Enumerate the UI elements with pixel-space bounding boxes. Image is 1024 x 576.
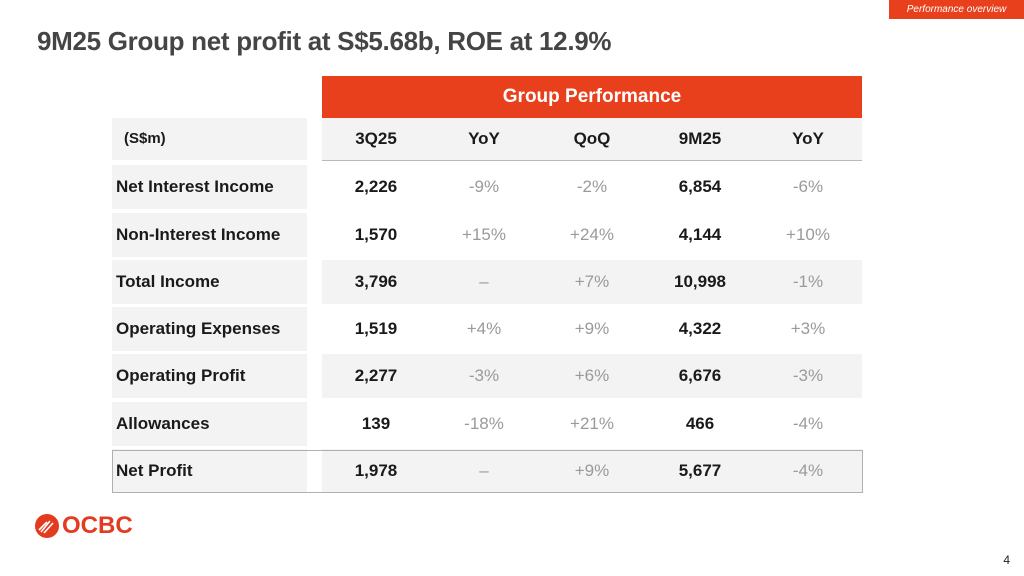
row-label: Net Interest Income — [112, 165, 307, 209]
value-cell: 2,277 — [354, 366, 398, 385]
change-cell: -3% — [792, 366, 824, 385]
value-cell: 3,796 — [354, 272, 398, 291]
change-cell: +15% — [462, 225, 506, 244]
row-label: Operating Profit — [112, 354, 307, 398]
change-cell: -4% — [792, 461, 824, 480]
change-cell: -9% — [468, 177, 500, 196]
row-label: Net Profit — [112, 449, 307, 493]
column-header: YoY — [792, 129, 824, 148]
row-label: Allowances — [112, 402, 307, 446]
value-cell: 2,226 — [354, 177, 398, 196]
page-number: 4 — [1003, 553, 1010, 567]
net-profit-highlight — [112, 450, 863, 493]
change-cell: – — [479, 461, 489, 480]
change-cell: -2% — [576, 177, 608, 196]
table-row: Total Income 3,796 – +7% 10,998 -1% — [112, 260, 862, 304]
value-cell: 139 — [361, 414, 391, 433]
logo-text: OCBC — [62, 512, 133, 539]
table-row: Allowances 139 -18% +21% 466 -4% — [112, 402, 862, 446]
column-header: YoY — [468, 129, 500, 148]
change-cell: +9% — [574, 319, 610, 338]
column-header: 3Q25 — [355, 129, 397, 148]
value-cell: 1,519 — [354, 319, 398, 338]
change-cell: +6% — [574, 366, 610, 385]
value-cell: 6,854 — [678, 177, 722, 196]
change-cell: +24% — [570, 225, 614, 244]
table-row: Non-Interest Income 1,570 +15% +24% 4,144 +10… — [112, 213, 862, 257]
change-cell: +21% — [570, 414, 614, 433]
change-cell: -1% — [792, 272, 824, 291]
table-header-row: (S$m) 3Q25 YoY QoQ 9M25 YoY — [112, 118, 862, 160]
column-header: QoQ — [573, 129, 611, 148]
value-cell: 1,978 — [354, 461, 398, 480]
change-cell: -18% — [464, 414, 504, 433]
value-cell: 4,144 — [678, 225, 722, 244]
ocbc-sun-icon — [35, 514, 59, 538]
section-tag: Performance overview — [889, 0, 1024, 19]
value-cell: 10,998 — [674, 272, 726, 291]
change-cell: +7% — [574, 272, 610, 291]
value-cell: 1,570 — [354, 225, 398, 244]
ocbc-logo: OCBC — [34, 512, 133, 540]
page-title: 9M25 Group net profit at S$5.68b, ROE at… — [37, 26, 612, 56]
table-row: Operating Profit 2,277 -3% +6% 6,676 -3% — [112, 354, 862, 398]
column-header: 9M25 — [678, 129, 722, 148]
change-cell: +3% — [790, 319, 826, 338]
change-cell: -4% — [792, 414, 824, 433]
change-cell: -6% — [792, 177, 824, 196]
unit-header: (S$m) — [112, 118, 307, 160]
change-cell: +4% — [466, 319, 502, 338]
change-cell: +9% — [574, 461, 610, 480]
change-cell: -3% — [468, 366, 500, 385]
row-label: Total Income — [112, 260, 307, 304]
row-label: Operating Expenses — [112, 307, 307, 351]
table-row: Operating Expenses 1,519 +4% +9% 4,322 +3% — [112, 307, 862, 351]
value-cell: 4,322 — [678, 319, 722, 338]
table-row: Net Interest Income 2,226 -9% -2% 6,854 -6% — [112, 165, 862, 209]
table-banner: Group Performance — [322, 76, 862, 118]
row-label: Non-Interest Income — [112, 213, 307, 257]
value-cell: 5,677 — [678, 461, 722, 480]
change-cell: – — [479, 272, 489, 291]
value-cell: 6,676 — [678, 366, 722, 385]
change-cell: +10% — [786, 225, 830, 244]
table-row: Net Profit 1,978 – +9% 5,677 -4% — [112, 449, 862, 493]
header-divider — [322, 160, 862, 161]
value-cell: 466 — [685, 414, 715, 433]
